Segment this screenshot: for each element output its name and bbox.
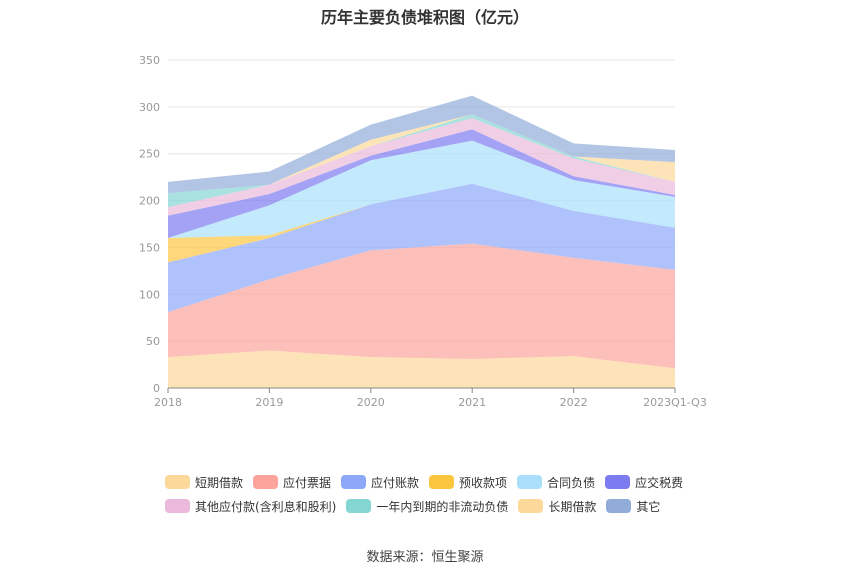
legend-row: 短期借款 应付票据 应付账款 预收款项 合同负债 应交税费 — [165, 470, 725, 494]
legend-swatch — [429, 475, 455, 489]
legend-swatch — [605, 475, 631, 489]
y-tick-label: 350 — [139, 54, 160, 67]
legend-row: 其他应付款(含利息和股利) 一年内到期的非流动负债 长期借款 其它 — [165, 494, 725, 518]
legend-label: 应付账款 — [371, 475, 420, 490]
y-tick-label: 0 — [153, 382, 160, 395]
y-tick-label: 300 — [139, 101, 160, 114]
legend-label: 其它 — [636, 499, 661, 514]
legend-swatch — [253, 475, 279, 489]
legend-label: 应交税费 — [635, 475, 684, 490]
area-series-1[interactable] — [168, 243, 675, 369]
legend-swatch — [518, 499, 544, 513]
area-series-4[interactable] — [168, 140, 675, 239]
legend-swatch — [346, 499, 372, 513]
x-tick-label: 2020 — [357, 396, 385, 409]
area-series-6[interactable] — [168, 118, 675, 216]
axis-layer: 0 50 100 150 200 250 300 350 2018 2019 2020 2021 202… — [139, 54, 707, 409]
legend-swatch — [517, 475, 543, 489]
legend-label: 短期借款 — [195, 475, 244, 490]
legend-label: 合同负债 — [547, 475, 596, 490]
legend-item[interactable]: 预收款项 — [429, 474, 507, 491]
legend-item[interactable]: 长期借款 — [518, 498, 596, 515]
y-tick-label: 200 — [139, 195, 160, 208]
legend-item[interactable]: 应交税费 — [605, 474, 683, 491]
legend-label: 长期借款 — [548, 499, 597, 514]
legend-item[interactable]: 应付票据 — [253, 474, 331, 491]
legend-swatch — [165, 475, 190, 489]
legend-swatch — [606, 499, 632, 513]
y-tick-label: 100 — [139, 288, 160, 301]
x-tick-label: 2019 — [255, 396, 283, 409]
area-series-8[interactable] — [168, 114, 675, 194]
area-series-9[interactable] — [168, 95, 675, 194]
x-tick-label: 2023Q1-Q3 — [643, 396, 707, 409]
y-tick-label: 50 — [146, 335, 160, 348]
legend-swatch — [165, 499, 190, 513]
legend-label: 应付票据 — [283, 475, 332, 490]
y-tick-label: 150 — [139, 241, 160, 254]
area-layer — [168, 95, 675, 388]
legend-item[interactable]: 合同负债 — [517, 474, 595, 491]
x-tick-label: 2021 — [458, 396, 486, 409]
data-source-note: 数据来源：恒生聚源 — [366, 550, 484, 565]
legend-item[interactable]: 一年内到期的非流动负债 — [346, 498, 508, 515]
y-tick-label: 250 — [139, 148, 160, 161]
legend-item[interactable]: 其它 — [606, 498, 660, 515]
x-tick-label: 2022 — [560, 396, 588, 409]
chart-title: 历年主要负债堆积图（亿元） — [320, 8, 529, 27]
legend-label: 预收款项 — [459, 475, 508, 490]
legend: 短期借款 应付票据 应付账款 预收款项 合同负债 应交税费 其他应付款(含利息和股利) 一年… — [165, 470, 725, 518]
legend-item[interactable]: 短期借款 — [165, 474, 243, 491]
legend-label: 其他应付款(含利息和股利) — [195, 499, 337, 514]
area-series-0[interactable] — [168, 350, 675, 388]
legend-item[interactable]: 其他应付款(含利息和股利) — [165, 498, 336, 515]
x-tick-label: 2018 — [154, 396, 182, 409]
legend-swatch — [341, 475, 367, 489]
legend-item[interactable]: 应付账款 — [341, 474, 419, 491]
area-series-2[interactable] — [168, 183, 675, 313]
legend-label: 一年内到期的非流动负债 — [376, 499, 509, 514]
